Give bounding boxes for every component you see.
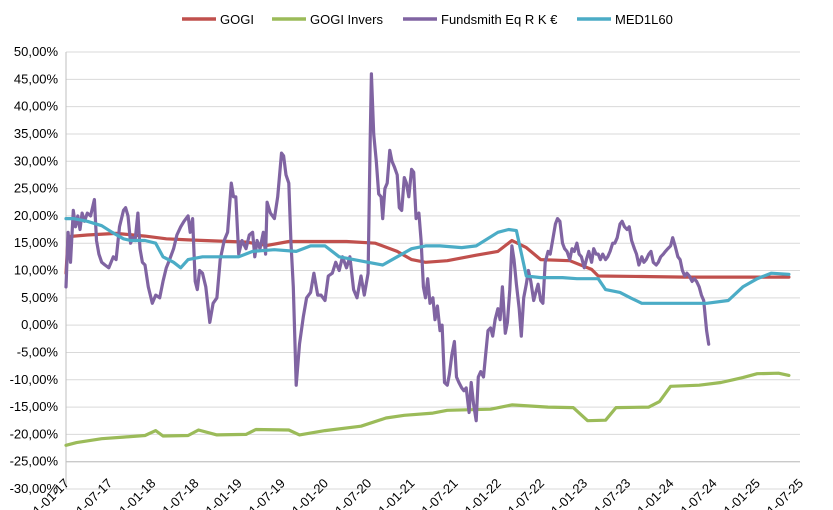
y-tick-label: 5,00% [21,290,58,305]
x-tick-label: 01-07-24 [672,476,719,510]
y-tick-label: -30,00% [10,481,59,496]
series-line-gogi [64,231,791,279]
x-tick-label: 01-07-22 [500,476,547,510]
x-tick-label: 01-07-25 [759,476,806,510]
x-tick-label: 01-01-18 [111,476,158,510]
legend: GOGI GOGI Invers Fundsmith Eq R K € MED1L60 [182,12,673,27]
y-tick-label: 35,00% [14,126,59,141]
y-tick-label: 10,00% [14,263,59,278]
series-line-med1l60 [64,217,791,305]
x-tick-label: 01-07-19 [241,476,288,510]
x-tick-label: 01-01-23 [543,476,590,510]
x-tick-label: 01-07-23 [586,476,633,510]
legend-label: Fundsmith Eq R K € [441,12,558,27]
y-tick-label: 50,00% [14,44,59,59]
y-tick-label: -20,00% [10,426,59,441]
legend-label: GOGI Invers [310,12,383,27]
y-axis-ticks: 50,00% 45,00% 40,00% 35,00% 30,00% 25,00% 20,0… [10,44,59,496]
legend-label: GOGI [220,12,254,27]
legend-label: MED1L60 [615,12,673,27]
y-tick-label: 0,00% [21,317,58,332]
x-tick-label: 01-01-25 [716,476,763,510]
y-tick-label: -10,00% [10,372,59,387]
y-tick-label: -25,00% [10,454,59,469]
x-tick-label: 01-01-22 [456,476,503,510]
x-tick-label: 01-01-20 [284,476,331,510]
y-tick-label: 40,00% [14,99,59,114]
x-tick-label: 01-07-21 [413,476,460,510]
gridlines [66,51,800,490]
x-tick-label: 01-01-24 [629,476,676,510]
y-tick-label: 25,00% [14,181,59,196]
y-tick-label: -15,00% [10,399,59,414]
x-tick-label: 01-01-21 [370,476,417,510]
series-line-gogi-invers [64,371,791,447]
y-tick-label: 45,00% [14,71,59,86]
x-tick-label: 01-01-19 [197,476,244,510]
x-tick-label: 01-07-20 [327,476,374,510]
x-tick-label: 01-07-17 [68,476,115,510]
y-tick-label: 20,00% [14,208,59,223]
series-lines [64,72,791,447]
y-tick-label: 15,00% [14,235,59,250]
y-tick-label: 30,00% [14,153,59,168]
series-line-fundsmith-eq-r-k- [64,72,711,423]
x-axis-ticks: 01-01-1701-07-1701-01-1801-07-1801-01-19… [25,476,806,510]
y-tick-label: -5,00% [17,344,59,359]
x-tick-label: 01-07-18 [154,476,201,510]
